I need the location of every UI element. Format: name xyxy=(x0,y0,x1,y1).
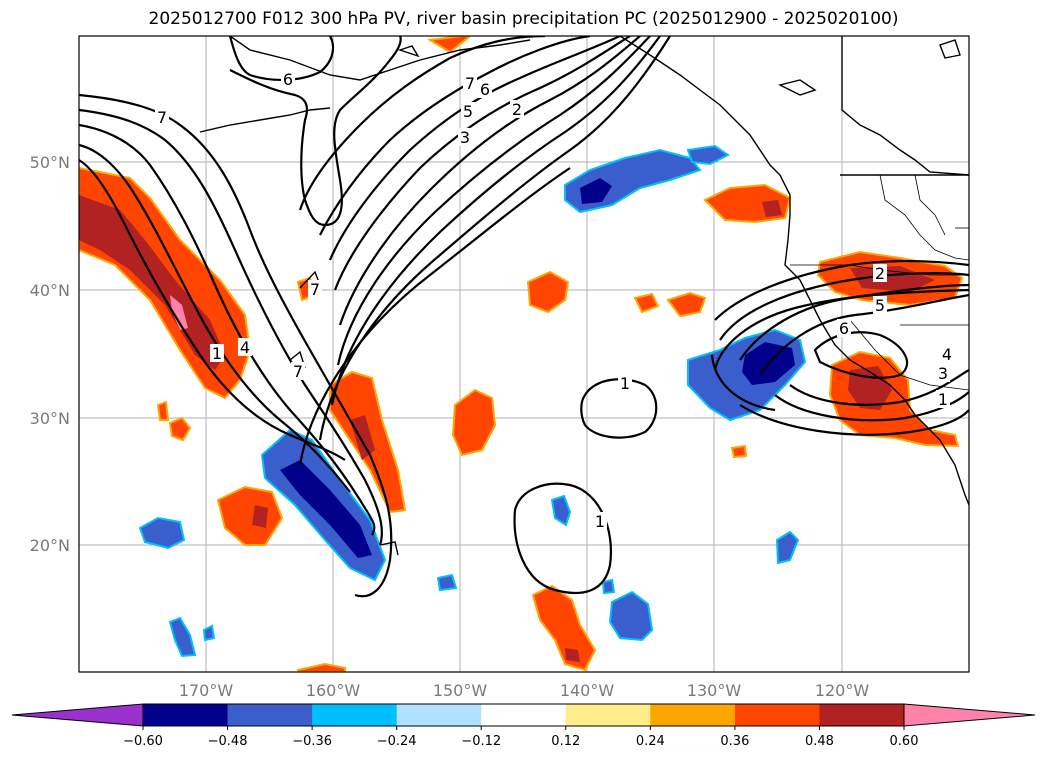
colorbar: −0.60 −0.48 −0.36 −0.24 −0.12 0.12 0.24 0.36 0.4… xyxy=(11,703,1036,749)
colorbar-tick-label: 0.24 xyxy=(636,734,665,749)
contour-label: 1 xyxy=(938,390,948,409)
colorbar-swatch xyxy=(312,704,398,726)
colorbar-tick-label: 0.48 xyxy=(805,734,834,749)
colorbar-tick-label: −0.48 xyxy=(208,734,248,749)
lat-label: 50°N xyxy=(30,153,70,172)
contour-label: 7 xyxy=(310,280,320,299)
contour-label: 5 xyxy=(463,102,473,121)
lon-label: 170°W xyxy=(179,681,234,700)
lon-label: 160°W xyxy=(306,681,361,700)
colorbar-tick-label: 0.12 xyxy=(551,734,580,749)
positive-anomaly-small xyxy=(216,485,284,546)
colorbar-swatch xyxy=(481,704,567,726)
positive-peak-northwest xyxy=(170,295,188,330)
map-frame xyxy=(78,35,970,673)
colorbar-frame xyxy=(142,703,905,727)
colorbar-extend-low xyxy=(11,703,144,727)
colorbar-tick-label: −0.60 xyxy=(123,734,163,749)
colorbar-extend-high xyxy=(903,703,1036,727)
colorbar-tick-label: 0.60 xyxy=(890,734,919,749)
pv-contours xyxy=(79,36,969,598)
contour-label: 1 xyxy=(595,512,605,531)
contour-label: 4 xyxy=(942,345,952,364)
lon-label: 140°W xyxy=(560,681,615,700)
contour-label: 3 xyxy=(938,364,948,383)
colorbar-swatch xyxy=(143,704,229,726)
lon-label: 150°W xyxy=(433,681,488,700)
contour-label: 3 xyxy=(460,128,470,147)
contour-label: 6 xyxy=(283,70,293,89)
lat-label: 40°N xyxy=(30,281,70,300)
lat-label: 20°N xyxy=(30,536,70,555)
contour-label: 4 xyxy=(240,338,250,357)
contour-label: 2 xyxy=(512,100,522,119)
latitude-labels: 50°N 40°N 30°N 20°N xyxy=(30,153,70,555)
contour-label: 6 xyxy=(839,319,849,338)
contour-label: 7 xyxy=(157,108,167,127)
contour-label: 7 xyxy=(293,362,303,381)
colorbar-swatch xyxy=(819,704,905,726)
contour-label: 2 xyxy=(875,264,885,283)
contour-label: 6 xyxy=(480,80,490,99)
colorbar-tick-label: −0.24 xyxy=(377,734,417,749)
positive-strong-northwest xyxy=(79,195,225,370)
colorbar-tick-label: −0.12 xyxy=(461,734,501,749)
colorbar-tick-label: −0.36 xyxy=(292,734,332,749)
colorbar-swatch xyxy=(227,704,313,726)
contour-label: 7 xyxy=(465,74,475,93)
colorbar-swatch xyxy=(734,704,820,726)
map-title: 2025012700 F012 300 hPa PV, river basin … xyxy=(148,9,899,29)
lon-label: 130°W xyxy=(687,681,742,700)
colorbar-tick-label: 0.36 xyxy=(720,734,749,749)
lon-label: 120°W xyxy=(815,681,870,700)
lat-label: 30°N xyxy=(30,409,70,428)
longitude-labels: 170°W 160°W 150°W 140°W 130°W 120°W xyxy=(179,681,870,700)
coastlines xyxy=(199,36,969,556)
colorbar-swatch xyxy=(565,704,651,726)
pv-contour-labels: 7 6 7 6 5 3 2 7 1 4 7 1 1 2 5 6 4 3 1 xyxy=(155,70,954,531)
contour-label: 1 xyxy=(212,344,222,363)
colorbar-swatch xyxy=(650,704,736,726)
contour-label: 5 xyxy=(875,296,885,315)
colorbar-swatch xyxy=(396,704,482,726)
contour-label: 1 xyxy=(620,374,630,393)
